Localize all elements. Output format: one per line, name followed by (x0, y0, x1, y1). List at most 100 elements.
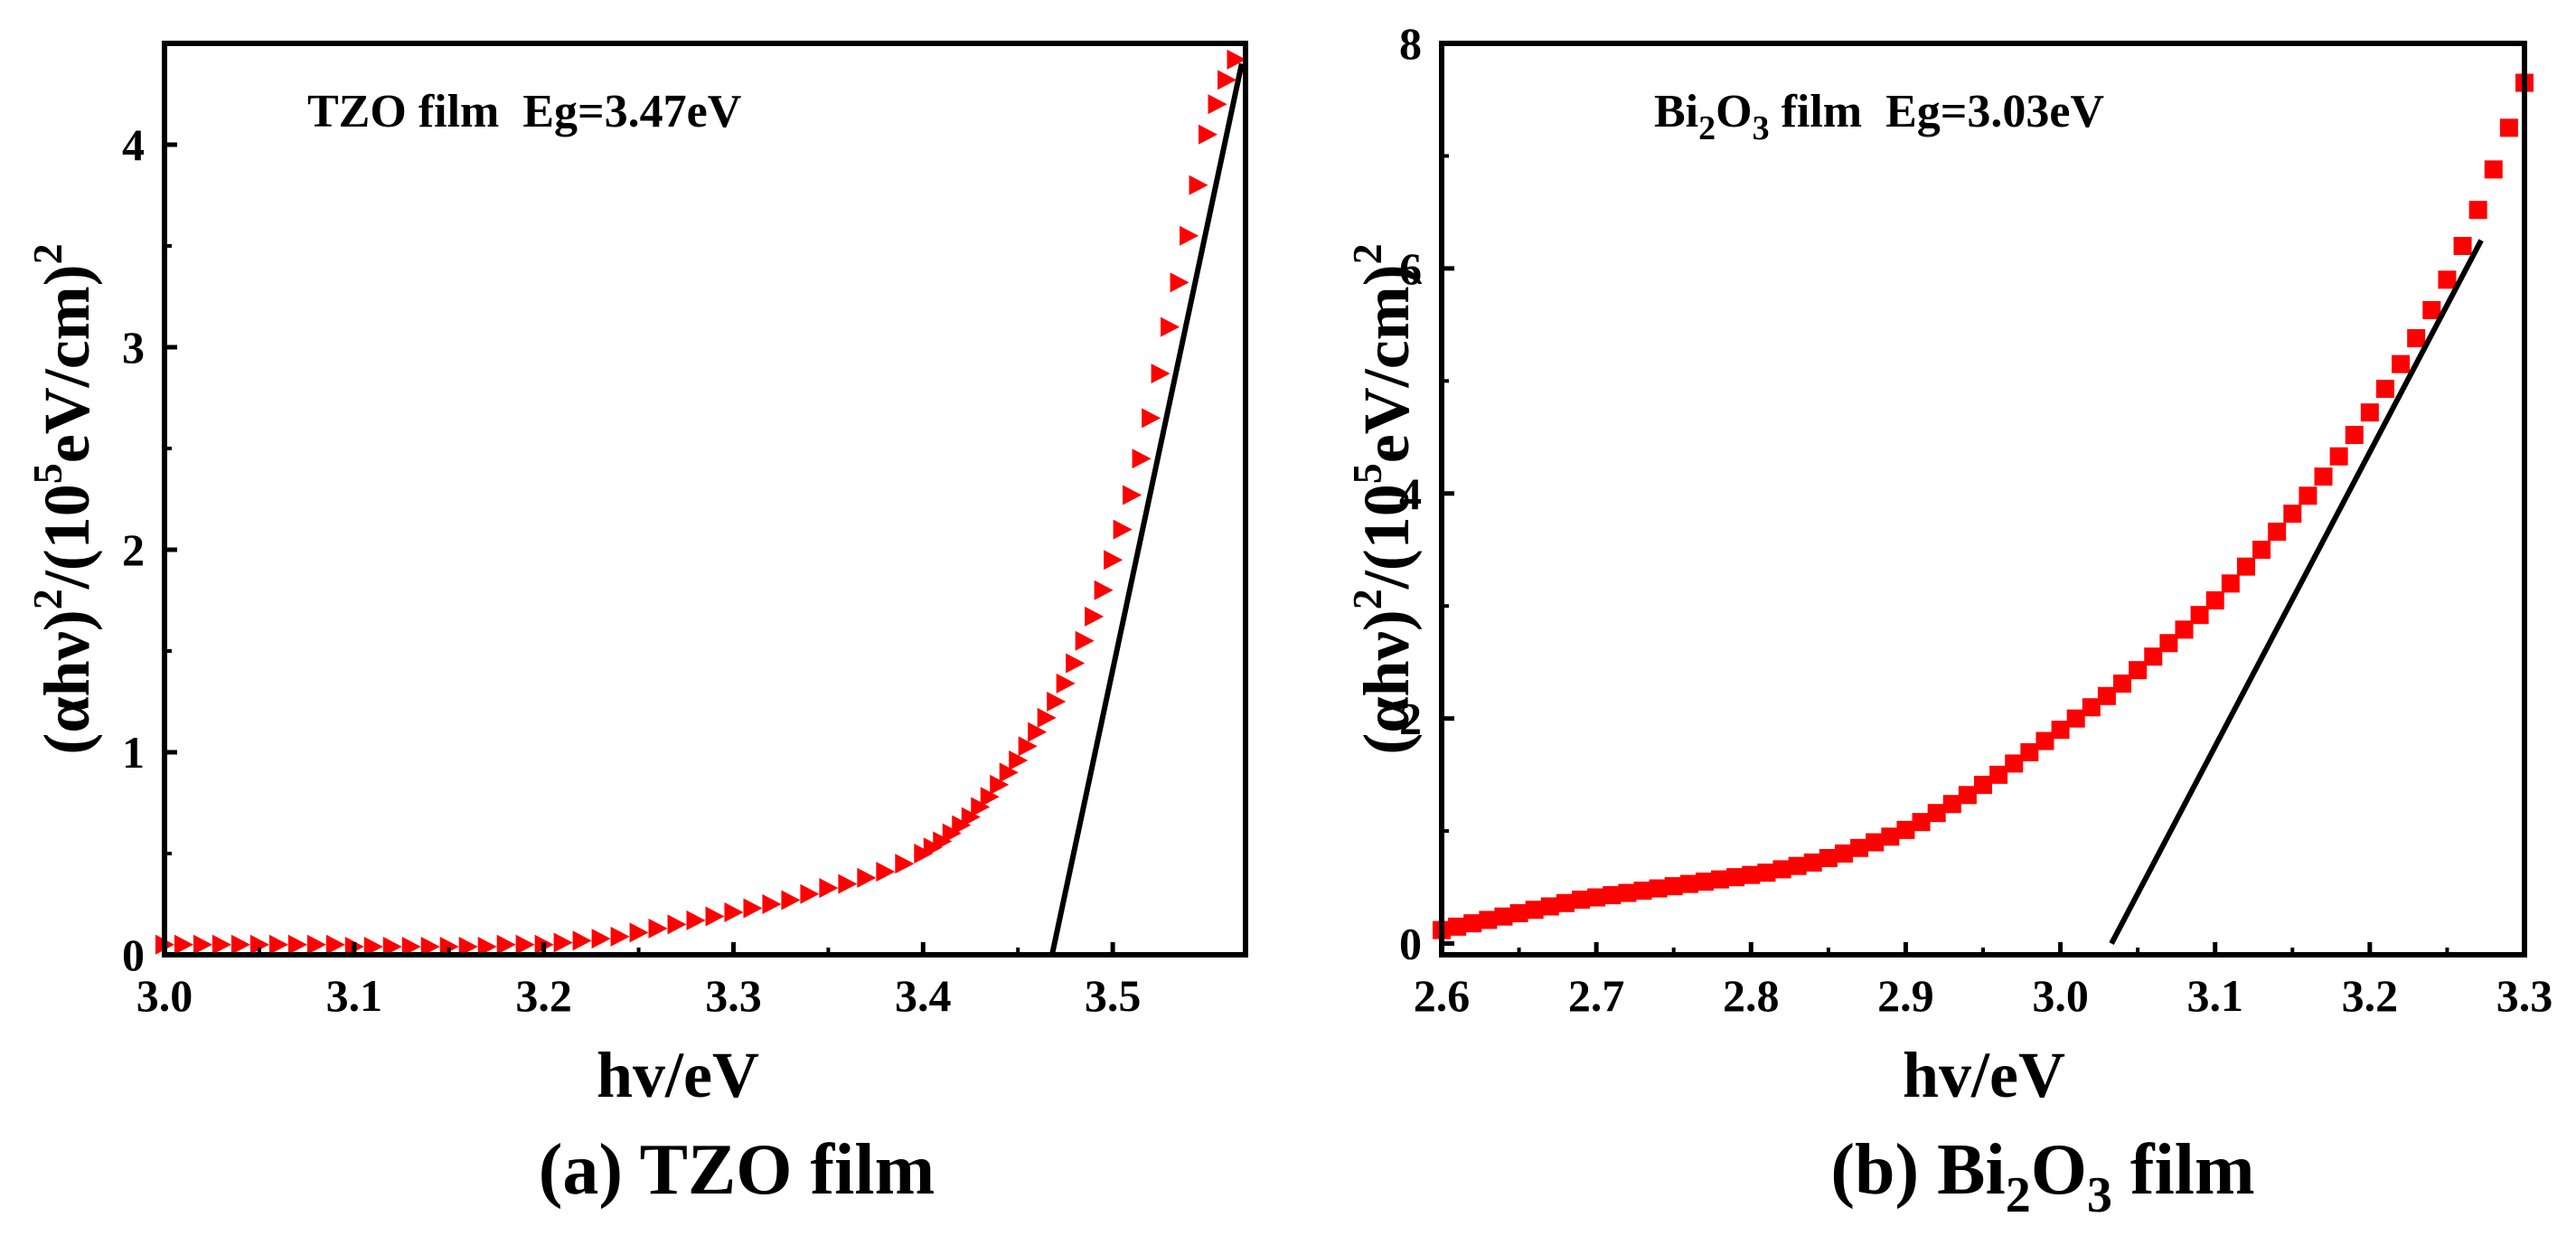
data-point (1463, 914, 1482, 933)
data-point (1587, 888, 1606, 907)
data-point (2051, 721, 2070, 740)
data-point (2422, 300, 2441, 319)
data-point (857, 867, 877, 888)
data-point (876, 862, 896, 882)
data-point (2329, 447, 2348, 466)
x-tick-label: 2.8 (1723, 970, 1780, 1021)
data-point (1618, 883, 1637, 902)
data-point (1056, 673, 1076, 693)
data-point (1170, 272, 1189, 293)
data-point (705, 906, 725, 927)
data-point (2159, 634, 2178, 653)
data-point (212, 934, 231, 955)
data-point (1227, 49, 1246, 70)
data-point (2392, 354, 2411, 373)
data-point (1603, 886, 1622, 905)
data-point (1819, 848, 1838, 867)
data-point (1912, 813, 1931, 832)
data-point (1772, 860, 1791, 879)
data-point (1942, 795, 1961, 814)
data-point (477, 937, 497, 958)
data-point (2035, 731, 2054, 750)
data-point (2283, 505, 2302, 524)
data-point (1009, 750, 1029, 770)
data-point (2268, 523, 2287, 542)
data-point (999, 762, 1019, 783)
x-tick-label: 2.7 (1568, 970, 1625, 1021)
data-point (1958, 786, 1977, 805)
panel-b-data-markers (1433, 73, 2534, 939)
y-tick-label: 3 (122, 322, 145, 373)
data-point (2499, 118, 2518, 137)
x-tick-label: 2.9 (1877, 970, 1934, 1021)
data-point (1075, 630, 1095, 651)
data-point (572, 930, 592, 951)
data-point (2345, 426, 2364, 445)
data-point (1850, 838, 1869, 857)
data-point (1509, 903, 1528, 922)
data-point (629, 922, 649, 943)
data-point (193, 934, 212, 955)
data-point (1788, 856, 1807, 875)
data-point (1494, 907, 1513, 926)
data-point (1695, 873, 1714, 892)
y-tick-label: 4 (122, 119, 145, 170)
panel-b-fit-line (2109, 239, 2484, 945)
data-point (1104, 550, 1123, 571)
data-point (667, 914, 687, 935)
data-point (819, 878, 839, 899)
data-point (610, 926, 630, 947)
data-point (781, 890, 801, 910)
x-tick-label: 3.1 (2186, 970, 2243, 1021)
data-point (1132, 448, 1152, 469)
data-point (686, 910, 706, 930)
data-point (1726, 868, 1745, 887)
y-tick-label: 0 (122, 929, 145, 980)
panel-b-y-axis-label: (αhν)2/(105eV/cm)2 (1344, 243, 1423, 754)
data-point (1711, 870, 1730, 889)
data-point (1161, 316, 1180, 337)
data-point (1085, 606, 1105, 627)
data-point (1479, 910, 1498, 929)
data-point (401, 937, 421, 958)
x-tick-label: 3.5 (1085, 970, 1142, 1021)
x-tick-label: 3.1 (326, 970, 383, 1021)
data-point (1113, 519, 1133, 540)
data-point (800, 883, 820, 904)
data-point (458, 937, 478, 958)
data-point (1199, 124, 1218, 145)
data-point (1834, 844, 1853, 863)
y-tick-label: 2 (1399, 693, 1422, 744)
data-point (1866, 833, 1885, 852)
data-point (2236, 557, 2255, 576)
data-point (2299, 486, 2317, 505)
data-point (1037, 707, 1057, 728)
data-point (1572, 891, 1591, 910)
data-point (306, 934, 326, 955)
y-tick-label: 4 (1399, 468, 1422, 519)
panel-a-data-markers (155, 49, 1246, 958)
data-point (1540, 897, 1559, 916)
data-point (1896, 820, 1915, 839)
data-point (1664, 877, 1683, 896)
data-point (2205, 591, 2224, 609)
x-tick-label: 3.2 (2342, 970, 2399, 1021)
panel-b-plot-frame (1439, 41, 2527, 958)
x-tick-label: 3.3 (705, 970, 762, 1021)
data-point (2453, 237, 2472, 255)
panel-b-x-axis-label: hv/eV (1903, 1039, 2065, 1111)
data-point (287, 934, 307, 955)
panel-a-x-axis-label: hv/eV (597, 1039, 759, 1111)
data-point (363, 937, 383, 958)
data-point (1757, 863, 1776, 882)
panel-a-plot-frame (162, 41, 1248, 958)
panel-b-x-ticks: 2.6 2.7 2.8 2.9 3.0 3.1 3.2 3.3 (1414, 942, 2552, 1021)
data-point (174, 934, 193, 955)
data-point (1649, 879, 1668, 898)
data-point (1142, 408, 1161, 429)
data-point (2175, 620, 2194, 639)
y-tick-label: 0 (1399, 919, 1422, 969)
data-point (990, 774, 1010, 795)
data-point (1525, 901, 1544, 920)
panel-a-y-ticks: 0 1 2 3 4 (122, 119, 177, 980)
